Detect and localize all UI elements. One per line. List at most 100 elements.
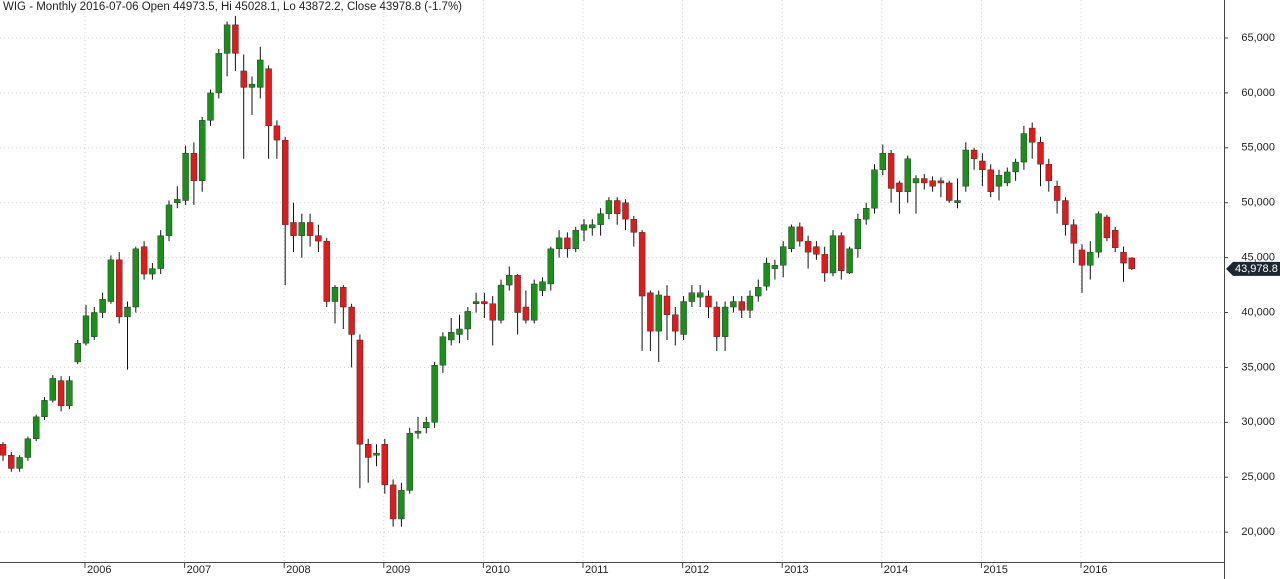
candle-body xyxy=(697,292,704,298)
candle-body xyxy=(680,301,687,335)
y-tick-label: 20,000 xyxy=(1241,526,1275,538)
candle-body xyxy=(1111,229,1119,248)
candle-body xyxy=(1078,249,1086,266)
x-tick-label: 2012 xyxy=(685,564,709,576)
candle-body xyxy=(223,24,231,54)
last-price-marker xyxy=(1226,261,1280,276)
candle-body xyxy=(198,120,206,181)
candle-body xyxy=(846,248,853,274)
candle-body xyxy=(1095,213,1102,253)
x-tick-label: 2011 xyxy=(585,564,609,576)
candle-body xyxy=(33,416,40,439)
candle-body xyxy=(323,240,330,302)
y-tick-label: 50,000 xyxy=(1241,197,1275,209)
candle-body xyxy=(555,237,563,250)
candle-body xyxy=(439,336,447,366)
candle-body xyxy=(389,484,397,520)
candle-body xyxy=(315,235,322,242)
candle-body xyxy=(1028,127,1036,143)
candle-body xyxy=(904,158,911,192)
candle-body xyxy=(638,232,646,297)
candle-body xyxy=(804,240,812,253)
candle-body xyxy=(132,248,140,308)
candle-body xyxy=(946,182,953,201)
candle-body xyxy=(240,70,247,88)
candle-body xyxy=(937,180,945,184)
candle-body xyxy=(66,380,73,407)
candle-body xyxy=(522,306,530,321)
candle-body xyxy=(813,246,820,255)
candle-body xyxy=(124,306,131,318)
candle-body xyxy=(738,301,745,311)
candle-body xyxy=(431,365,438,423)
candle-body xyxy=(265,68,272,127)
candle-body xyxy=(190,153,198,181)
candle-body xyxy=(464,311,471,330)
candle-body xyxy=(257,59,264,88)
candle-body xyxy=(838,235,845,271)
candle-body xyxy=(854,218,862,250)
candle-body xyxy=(398,490,405,520)
x-tick-label: 2007 xyxy=(187,564,211,576)
last-price-label: 43,978.8 xyxy=(1235,263,1278,275)
candle-body xyxy=(290,222,297,236)
y-tick-label: 55,000 xyxy=(1241,142,1275,154)
candle-body xyxy=(149,268,156,275)
candle-body xyxy=(140,246,148,275)
candle-body xyxy=(1037,142,1044,165)
candle-body xyxy=(688,292,696,302)
candle-body xyxy=(1045,164,1053,181)
candle-body xyxy=(829,235,837,274)
candle-body xyxy=(282,139,289,225)
candle-body xyxy=(580,224,588,231)
candle-body xyxy=(215,53,223,94)
candle-body xyxy=(1070,224,1077,244)
candle-body xyxy=(232,24,239,54)
candle-body xyxy=(174,199,181,203)
candle-body xyxy=(730,301,737,308)
candle-body xyxy=(614,200,621,214)
y-tick-label: 30,000 xyxy=(1241,416,1275,428)
x-tick-label: 2008 xyxy=(286,564,310,576)
candle-body xyxy=(755,287,762,297)
candle-body xyxy=(107,259,115,302)
candle-body xyxy=(406,433,413,491)
candle-body xyxy=(713,306,720,337)
candle-body xyxy=(74,343,81,363)
y-tick-label: 25,000 xyxy=(1241,471,1275,483)
candle-body xyxy=(1087,251,1094,266)
y-tick-label: 65,000 xyxy=(1241,32,1275,44)
candle-body xyxy=(365,444,372,458)
x-tick-label: 2015 xyxy=(983,564,1007,576)
y-tick-label: 60,000 xyxy=(1241,87,1275,99)
candle-body xyxy=(331,287,339,302)
candle-body xyxy=(381,444,388,486)
candle-body xyxy=(547,248,554,285)
candle-body xyxy=(788,226,795,250)
candle-body xyxy=(572,229,579,250)
candle-body xyxy=(630,218,637,233)
candle-body xyxy=(497,284,505,321)
candle-body xyxy=(929,180,936,187)
candle-body xyxy=(248,83,256,88)
candle-body xyxy=(273,125,281,141)
candle-body xyxy=(0,444,7,456)
candle-body xyxy=(472,301,480,304)
candle-body xyxy=(887,153,895,189)
candle-body xyxy=(655,294,662,332)
candle-body xyxy=(979,160,986,170)
candle-body xyxy=(763,262,770,287)
candle-body xyxy=(821,254,828,274)
candle-body xyxy=(16,457,23,469)
x-tick-label: 2014 xyxy=(884,564,908,576)
candle-body xyxy=(165,204,173,236)
candle-body xyxy=(954,200,961,203)
candle-body xyxy=(157,235,164,269)
candle-body xyxy=(82,315,90,344)
candle-body xyxy=(796,226,803,242)
candle-body xyxy=(24,438,32,458)
candle-body xyxy=(771,265,779,269)
candle-body xyxy=(780,246,787,266)
candle-body xyxy=(1128,257,1136,270)
